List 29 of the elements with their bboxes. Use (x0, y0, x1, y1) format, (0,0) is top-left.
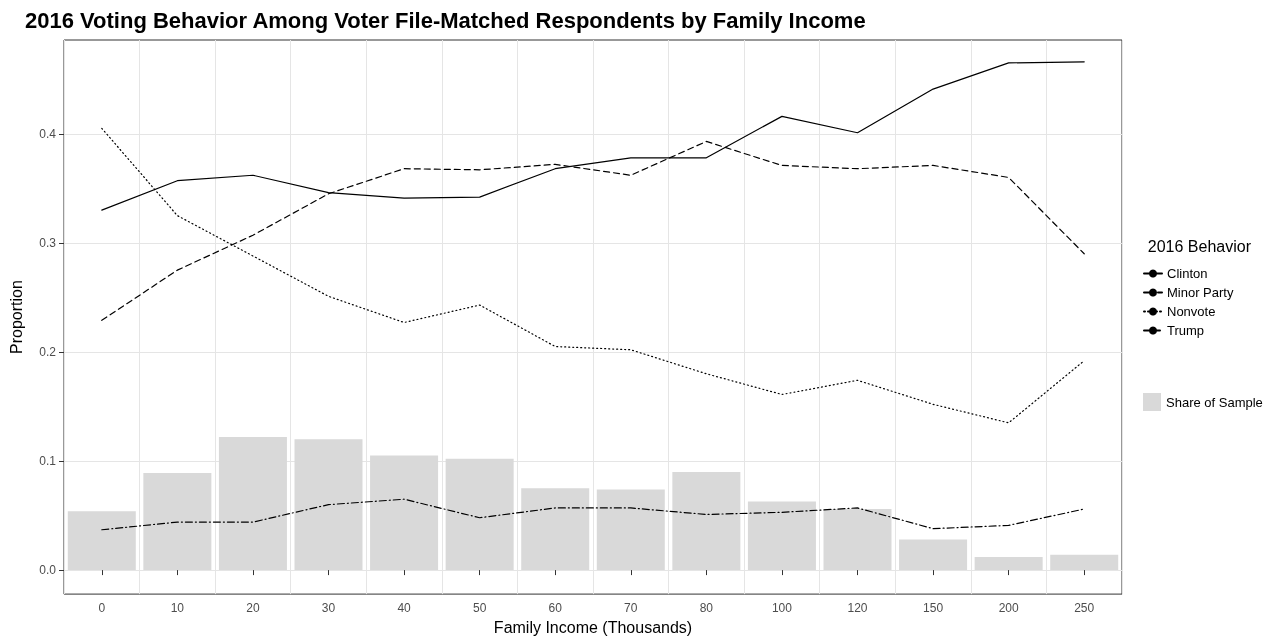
legend-label: Share of Sample (1166, 394, 1263, 410)
x-tick-label: 70 (624, 601, 638, 616)
y-tick-label: 0.0 (39, 563, 57, 578)
x-tick-label: 60 (548, 601, 563, 616)
x-tick-label: 250 (1074, 601, 1095, 616)
x-tick-label: 20 (246, 601, 260, 616)
y-axis-title: Proportion (7, 280, 25, 354)
x-tick-label: 80 (699, 601, 714, 616)
x-tick-label: 200 (998, 601, 1019, 616)
legend-label: Minor Party (1167, 285, 1234, 300)
x-tick-label: 0 (98, 601, 106, 616)
legend-title: 2016 Behavior (1147, 237, 1252, 255)
x-tick-label: 10 (170, 601, 185, 616)
x-tick-label: 150 (923, 601, 944, 616)
x-tick-label: 120 (847, 601, 868, 616)
y-tick-label: 0.3 (39, 235, 57, 250)
y-tick-label: 0.2 (39, 344, 57, 359)
legend-label: Clinton (1167, 266, 1208, 281)
line-series (101, 498, 1085, 531)
x-tick-label: 50 (472, 601, 487, 616)
legend-label: Trump (1167, 323, 1205, 338)
y-tick-label: 0.1 (39, 454, 57, 469)
chart-title: 2016 Voting Behavior Among Voter File-Matched Respondents by Family Income (25, 7, 866, 33)
x-tick-label: 100 (771, 601, 793, 616)
y-tick-label: 0.4 (39, 126, 57, 141)
x-tick-label: 40 (397, 601, 412, 616)
x-tick-label: 30 (321, 601, 336, 616)
x-axis-title: Family Income (Thousands) (493, 618, 693, 636)
legend-label: Nonvote (1167, 304, 1216, 319)
